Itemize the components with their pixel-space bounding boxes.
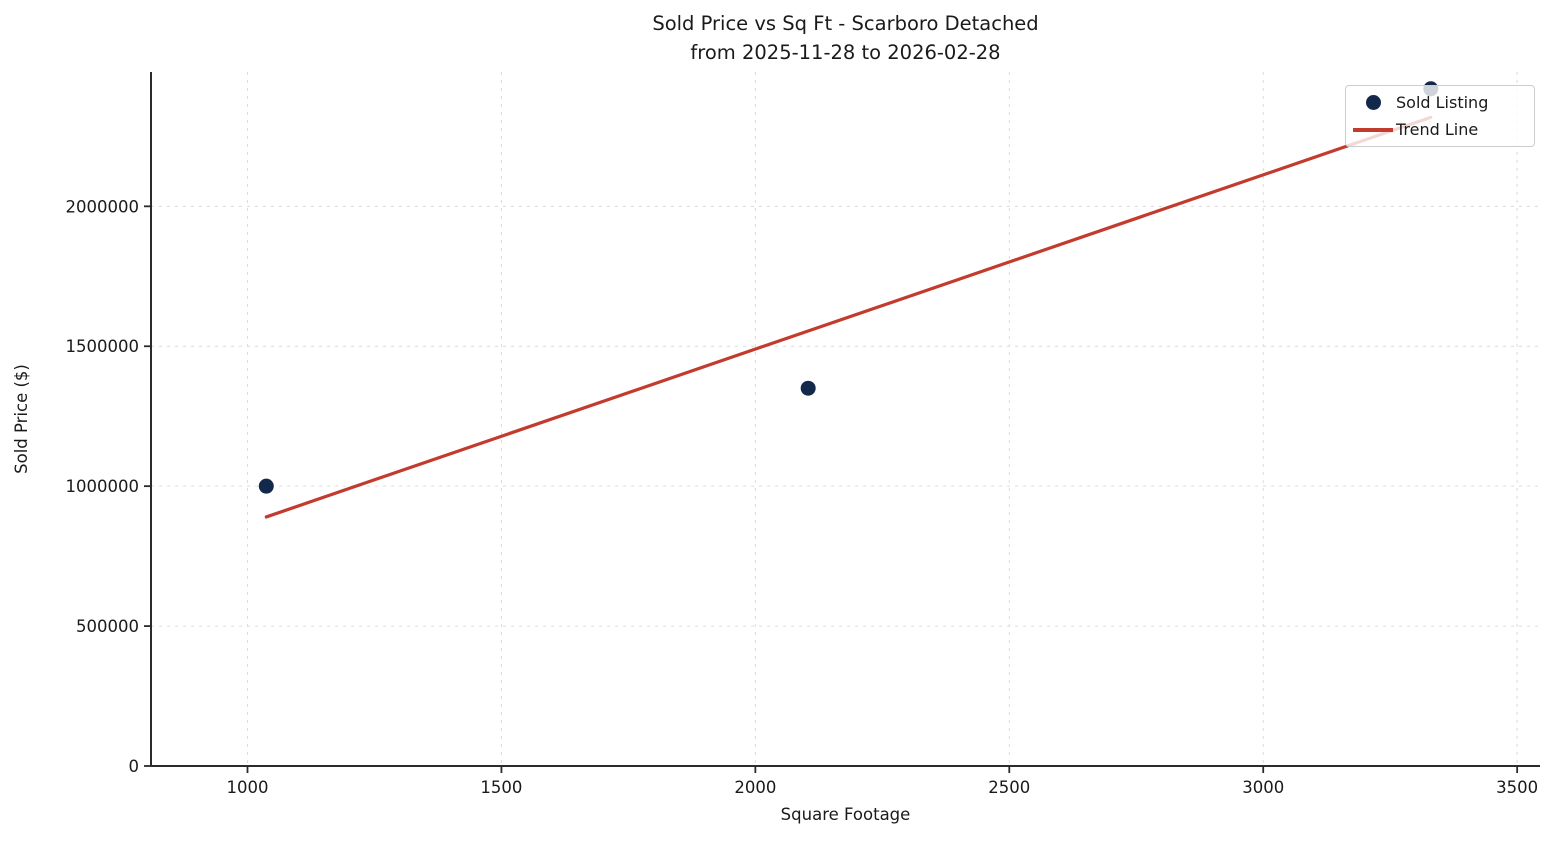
- legend-swatch-cell: [1350, 127, 1396, 132]
- legend: Sold Listing Trend Line: [1345, 85, 1535, 147]
- x-tick-label: 3000: [1242, 778, 1284, 797]
- data-point: [800, 380, 816, 396]
- legend-label-trend-line: Trend Line: [1396, 120, 1479, 139]
- trend-line: [264, 115, 1433, 519]
- legend-item-trend-line: Trend Line: [1350, 116, 1526, 143]
- scatter-marker-icon: [1365, 95, 1381, 110]
- data-point: [258, 478, 274, 494]
- x-axis-label: Square Footage: [780, 805, 911, 824]
- legend-item-sold-listing: Sold Listing: [1350, 89, 1526, 116]
- chart-subtitle: from 2025-11-28 to 2026-02-28: [690, 41, 1001, 64]
- x-tick-label: 3500: [1496, 778, 1538, 797]
- y-tick-label: 1000000: [66, 477, 140, 496]
- chart-title-block: Sold Price vs Sq Ft - Scarboro Detached …: [151, 9, 1540, 67]
- y-tick-label: 2000000: [66, 197, 140, 216]
- x-tick-label: 1000: [226, 778, 268, 797]
- chart-title: Sold Price vs Sq Ft - Scarboro Detached: [652, 12, 1039, 35]
- x-tick-label: 2500: [988, 778, 1030, 797]
- y-tick-label: 0: [129, 757, 140, 776]
- x-tick-label: 2000: [734, 778, 776, 797]
- y-tick-label: 1500000: [66, 337, 140, 356]
- legend-label-sold-listing: Sold Listing: [1396, 93, 1489, 112]
- y-axis-label: Sold Price ($): [12, 364, 31, 474]
- trend-line-icon: [1353, 127, 1393, 132]
- legend-swatch-cell: [1350, 95, 1396, 110]
- y-tick-label: 500000: [76, 617, 139, 636]
- x-tick-label: 1500: [480, 778, 522, 797]
